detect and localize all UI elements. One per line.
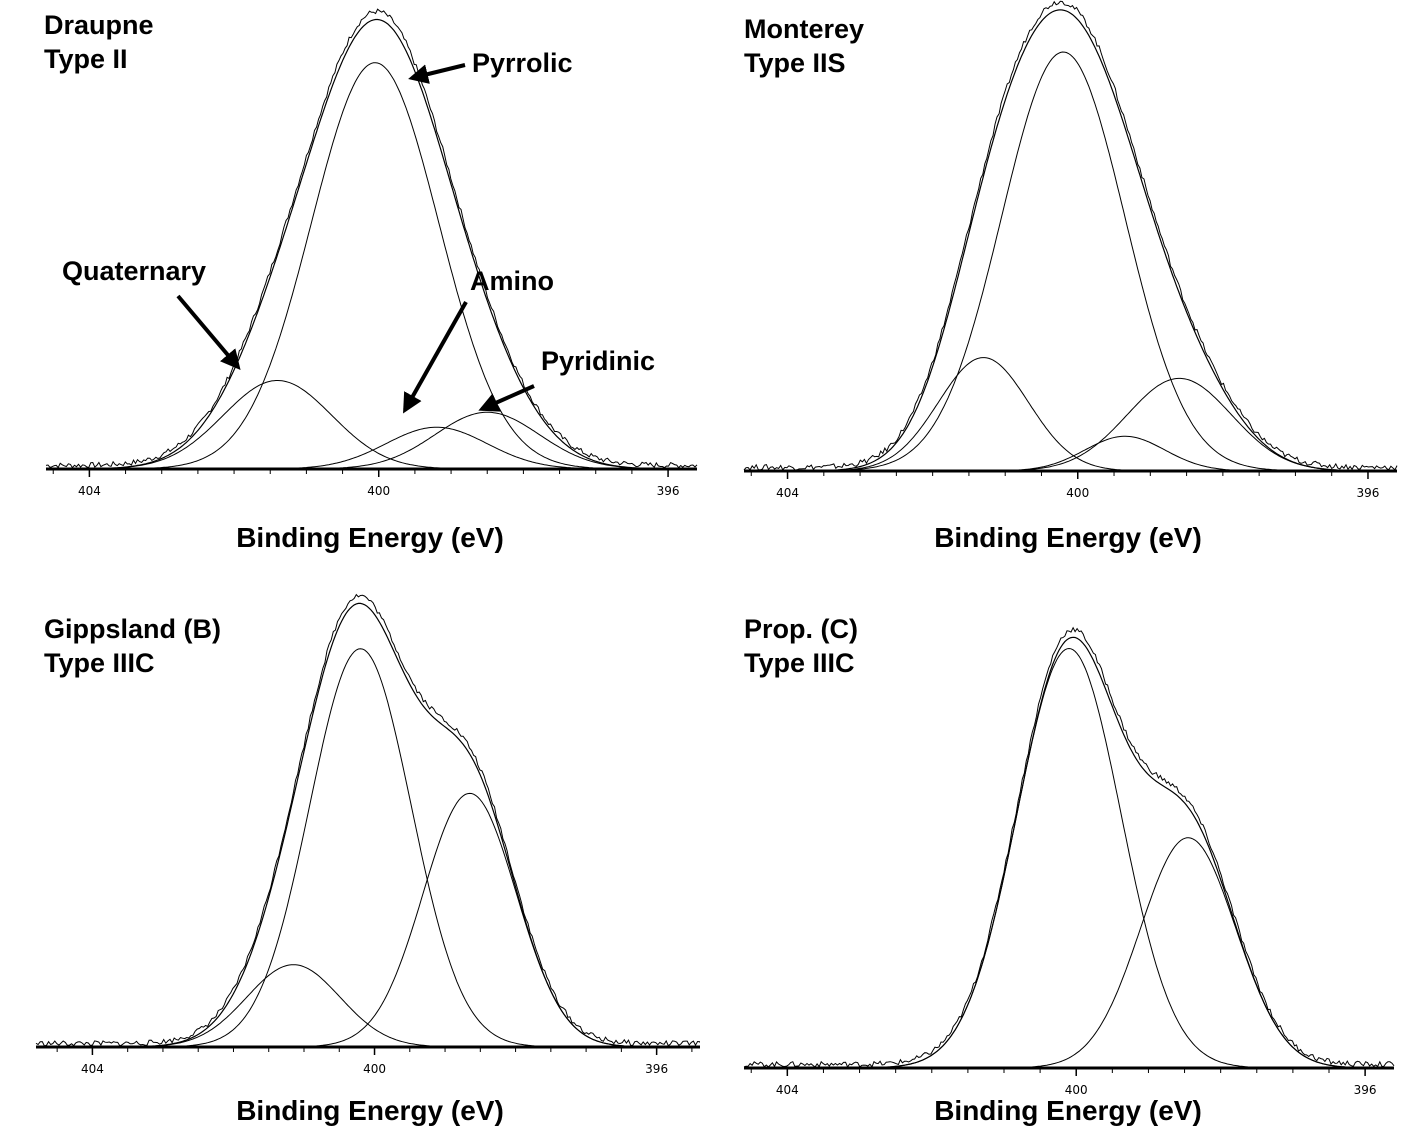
chart-title-line-2: Type II bbox=[44, 44, 128, 74]
chart-title-line-1: Prop. (C) bbox=[744, 614, 858, 644]
chart-panel-prop-c: 404 400 396 Prop. (C) Type IIIC Binding En… bbox=[700, 569, 1400, 1138]
chart-title-line-1: Draupne bbox=[44, 10, 154, 40]
component-peak bbox=[744, 837, 1394, 1069]
annotation-label-quaternary: Quaternary bbox=[62, 256, 206, 286]
annotation-arrow bbox=[403, 301, 468, 414]
component-peak bbox=[36, 792, 700, 1048]
annotation-label-pyridinic: Pyridinic bbox=[541, 346, 655, 376]
x-tick-label: 404 bbox=[81, 1062, 104, 1076]
x-axis-label: Binding Energy (eV) bbox=[236, 1095, 504, 1126]
plot-area: 404 400 396 Pyrrolic Quaternary Amino Pyridini… bbox=[45, 8, 698, 498]
x-tick-label: 400 bbox=[367, 484, 390, 498]
component-peak bbox=[36, 964, 700, 1048]
measured-spectrum bbox=[743, 0, 1398, 471]
x-tick-label: 396 bbox=[645, 1062, 668, 1076]
x-tick-label: 404 bbox=[78, 484, 101, 498]
x-tick-label: 400 bbox=[1066, 486, 1089, 500]
plot-area: 404 400 396 bbox=[35, 593, 700, 1076]
component-peak bbox=[46, 411, 697, 470]
chart-panel-gippsland: 404 400 396 Gippsland (B) Type IIIC Bindin… bbox=[0, 569, 700, 1138]
chart-title-line-2: Type IIIC bbox=[44, 648, 155, 678]
chart-panel-monterey: 404 400 396 Monterey Type IIS Binding Ener… bbox=[700, 0, 1400, 569]
x-tick-label: 400 bbox=[363, 1062, 386, 1076]
annotation-arrow bbox=[176, 294, 241, 371]
component-peak bbox=[744, 357, 1397, 472]
x-tick-label: 396 bbox=[1354, 1083, 1377, 1097]
x-axis-label: Binding Energy (eV) bbox=[236, 522, 504, 553]
measured-spectrum bbox=[743, 626, 1395, 1069]
plot-area: 404 400 396 bbox=[743, 0, 1398, 500]
x-tick-label: 396 bbox=[1357, 486, 1380, 500]
measured-spectrum bbox=[45, 8, 698, 469]
envelope-fit bbox=[36, 602, 700, 1048]
chart-title-line-1: Monterey bbox=[744, 14, 865, 44]
annotation-label-pyrrolic: Pyrrolic bbox=[472, 48, 573, 78]
component-peak bbox=[36, 648, 700, 1048]
component-peak bbox=[46, 62, 697, 470]
x-tick-label: 404 bbox=[776, 486, 799, 500]
annotation-arrow bbox=[408, 63, 466, 84]
x-tick-label: 404 bbox=[776, 1083, 799, 1097]
measured-spectrum bbox=[35, 593, 700, 1047]
envelope-fit bbox=[744, 9, 1397, 472]
x-axis-label: Binding Energy (eV) bbox=[934, 1095, 1202, 1126]
x-axis-label: Binding Energy (eV) bbox=[934, 522, 1202, 553]
component-peak bbox=[744, 647, 1394, 1069]
annotation-arrow bbox=[478, 384, 535, 412]
envelope-fit bbox=[744, 636, 1394, 1069]
x-tick-label: 396 bbox=[657, 484, 680, 498]
chart-title-line-2: Type IIS bbox=[744, 48, 846, 78]
envelope-fit bbox=[46, 18, 697, 470]
plot-area: 404 400 396 bbox=[743, 626, 1395, 1097]
component-peak bbox=[744, 51, 1397, 472]
x-tick-label: 400 bbox=[1065, 1083, 1088, 1097]
chart-title-line-2: Type IIIC bbox=[744, 648, 855, 678]
chart-panel-draupne: 404 400 396 Pyrrolic Quaternary Amino Pyridini… bbox=[0, 0, 700, 569]
component-peak bbox=[46, 380, 697, 470]
annotation-label-amino: Amino bbox=[470, 266, 554, 296]
chart-title-line-1: Gippsland (B) bbox=[44, 614, 221, 644]
